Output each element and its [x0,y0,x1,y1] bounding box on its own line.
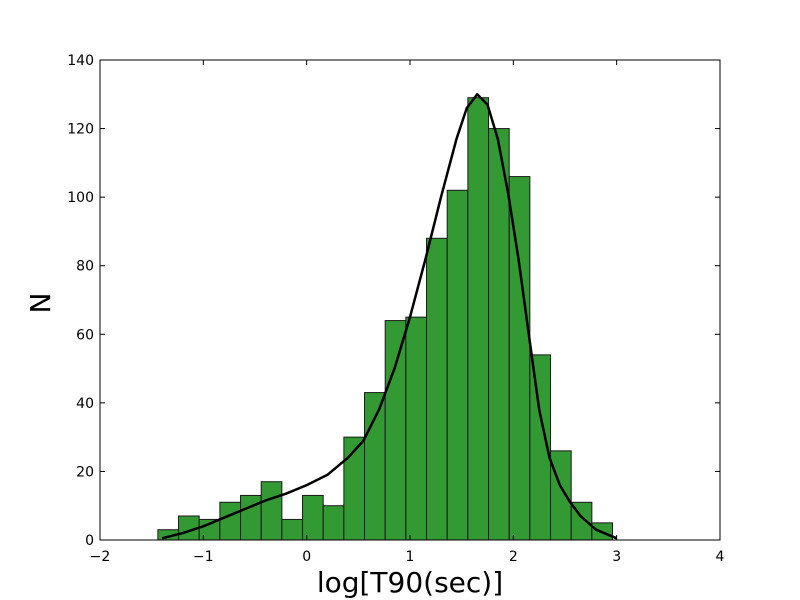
histogram-bar [364,392,386,541]
histogram-bar [467,97,490,541]
x-tick-label: 1 [406,549,415,565]
histogram-bar [446,189,469,541]
x-tick-label: 4 [716,549,725,565]
histogram-bar [260,481,283,541]
y-tick-label: 40 [76,396,94,412]
histogram-bar [240,494,262,541]
y-tick-label: 0 [85,533,94,549]
x-tick-label: −2 [90,549,111,565]
y-tick-label: 20 [76,464,94,480]
y-tick-label: 140 [67,53,94,69]
y-tick-label: 80 [76,259,94,275]
histogram-bar [508,176,531,541]
histogram-bar [426,237,448,541]
x-tick-label: 3 [612,549,621,565]
y-tick-label: 100 [67,190,94,206]
x-axis-label: log[T90(sec)] [317,566,503,599]
histogram-bar [281,518,304,541]
histogram-bar [322,505,345,541]
y-axis-label: N [24,293,57,314]
histogram-bars [157,97,614,541]
fit-curve-line [161,93,618,540]
x-tick-label: 0 [302,549,311,565]
histogram-bar [302,494,324,541]
x-tick-label: 2 [509,549,518,565]
y-tick-label: 60 [76,327,94,343]
y-tick-label: 120 [67,122,94,138]
histogram-bar [550,450,572,541]
histogram-bar [219,501,242,541]
x-tick-label: −1 [193,549,214,565]
histogram-bar [384,320,407,541]
histogram-bar [405,316,428,541]
histogram-bar [488,128,510,541]
